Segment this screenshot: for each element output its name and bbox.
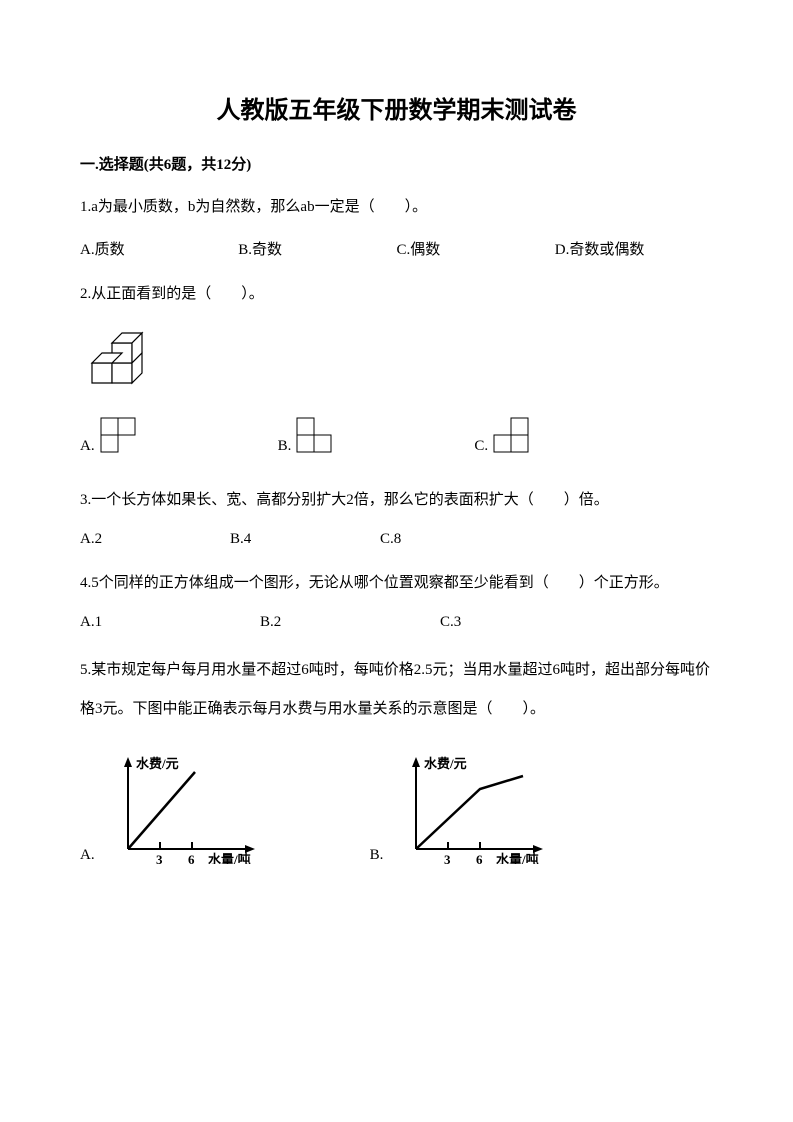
q2-optC-label: C. xyxy=(474,438,488,455)
question-4: 4.5个同样的正方体组成一个图形，无论从哪个位置观察都至少能看到（ ）个正方形。 xyxy=(80,568,713,598)
q5-optB: B. 水费/元 3 6 水量/吨 xyxy=(370,754,559,864)
q1-optA: A.质数 xyxy=(80,238,238,259)
q1-optB: B.奇数 xyxy=(238,238,396,259)
chartA-xtick3: 3 xyxy=(156,852,163,864)
cube-3d-icon xyxy=(90,325,165,387)
q5-optA: A. 水费/元 3 6 水量/吨 xyxy=(80,754,270,864)
q5-optA-label: A. xyxy=(80,847,95,864)
chartB-ylabel: 水费/元 xyxy=(424,756,467,771)
question-2: 2.从正面看到的是（ ）。 xyxy=(80,279,713,309)
chartA-xlabel: 水量/吨 xyxy=(208,852,251,864)
q5-chartA-icon: 水费/元 3 6 水量/吨 xyxy=(100,754,270,864)
q2-optC: C. xyxy=(474,417,531,455)
q5-chartB-icon: 水费/元 3 6 水量/吨 xyxy=(388,754,558,864)
chartA-ylabel: 水费/元 xyxy=(136,756,179,771)
question-5: 5.某市规定每户每月用水量不超过6吨时，每吨价格2.5元；当用水量超过6吨时，超… xyxy=(80,651,713,729)
chartB-xtick3: 3 xyxy=(444,852,451,864)
q2-optB-icon xyxy=(296,417,334,455)
q4-optB: B.2 xyxy=(260,614,440,631)
q1-optD: D.奇数或偶数 xyxy=(555,238,713,259)
q4-optC: C.3 xyxy=(440,614,620,631)
chartB-xtick6: 6 xyxy=(476,852,483,864)
q1-optC: C.偶数 xyxy=(397,238,555,259)
q4-optA: A.1 xyxy=(80,614,260,631)
q4-options: A.1 B.2 C.3 xyxy=(80,614,713,631)
q2-options: A. B. C. xyxy=(80,417,713,455)
question-1: 1.a为最小质数，b为自然数，那么ab一定是（ ）。 xyxy=(80,192,713,222)
section-header: 一.选择题(共6题，共12分) xyxy=(80,153,713,174)
q3-optB: B.4 xyxy=(230,531,380,548)
cube-figure xyxy=(90,325,713,392)
q1-options: A.质数 B.奇数 C.偶数 D.奇数或偶数 xyxy=(80,238,713,259)
q3-options: A.2 B.4 C.8 xyxy=(80,531,713,548)
q2-optC-icon xyxy=(493,417,531,455)
chartB-xlabel: 水量/吨 xyxy=(496,852,539,864)
q2-optA-label: A. xyxy=(80,438,95,455)
q2-optB: B. xyxy=(278,417,335,455)
q5-options: A. 水费/元 3 6 水量/吨 B. xyxy=(80,754,713,864)
page-title: 人教版五年级下册数学期末测试卷 xyxy=(80,90,713,125)
q3-optA: A.2 xyxy=(80,531,230,548)
q3-optC: C.8 xyxy=(380,531,530,548)
q2-optA: A. xyxy=(80,417,138,455)
question-3: 3.一个长方体如果长、宽、高都分别扩大2倍，那么它的表面积扩大（ ）倍。 xyxy=(80,485,713,515)
q2-optA-icon xyxy=(100,417,138,455)
q2-optB-label: B. xyxy=(278,438,292,455)
q5-optB-label: B. xyxy=(370,847,384,864)
chartA-xtick6: 6 xyxy=(188,852,195,864)
